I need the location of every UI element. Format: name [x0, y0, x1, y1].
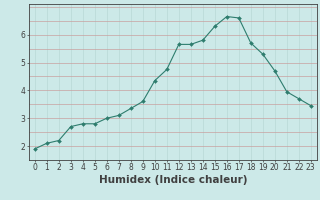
X-axis label: Humidex (Indice chaleur): Humidex (Indice chaleur): [99, 175, 247, 185]
